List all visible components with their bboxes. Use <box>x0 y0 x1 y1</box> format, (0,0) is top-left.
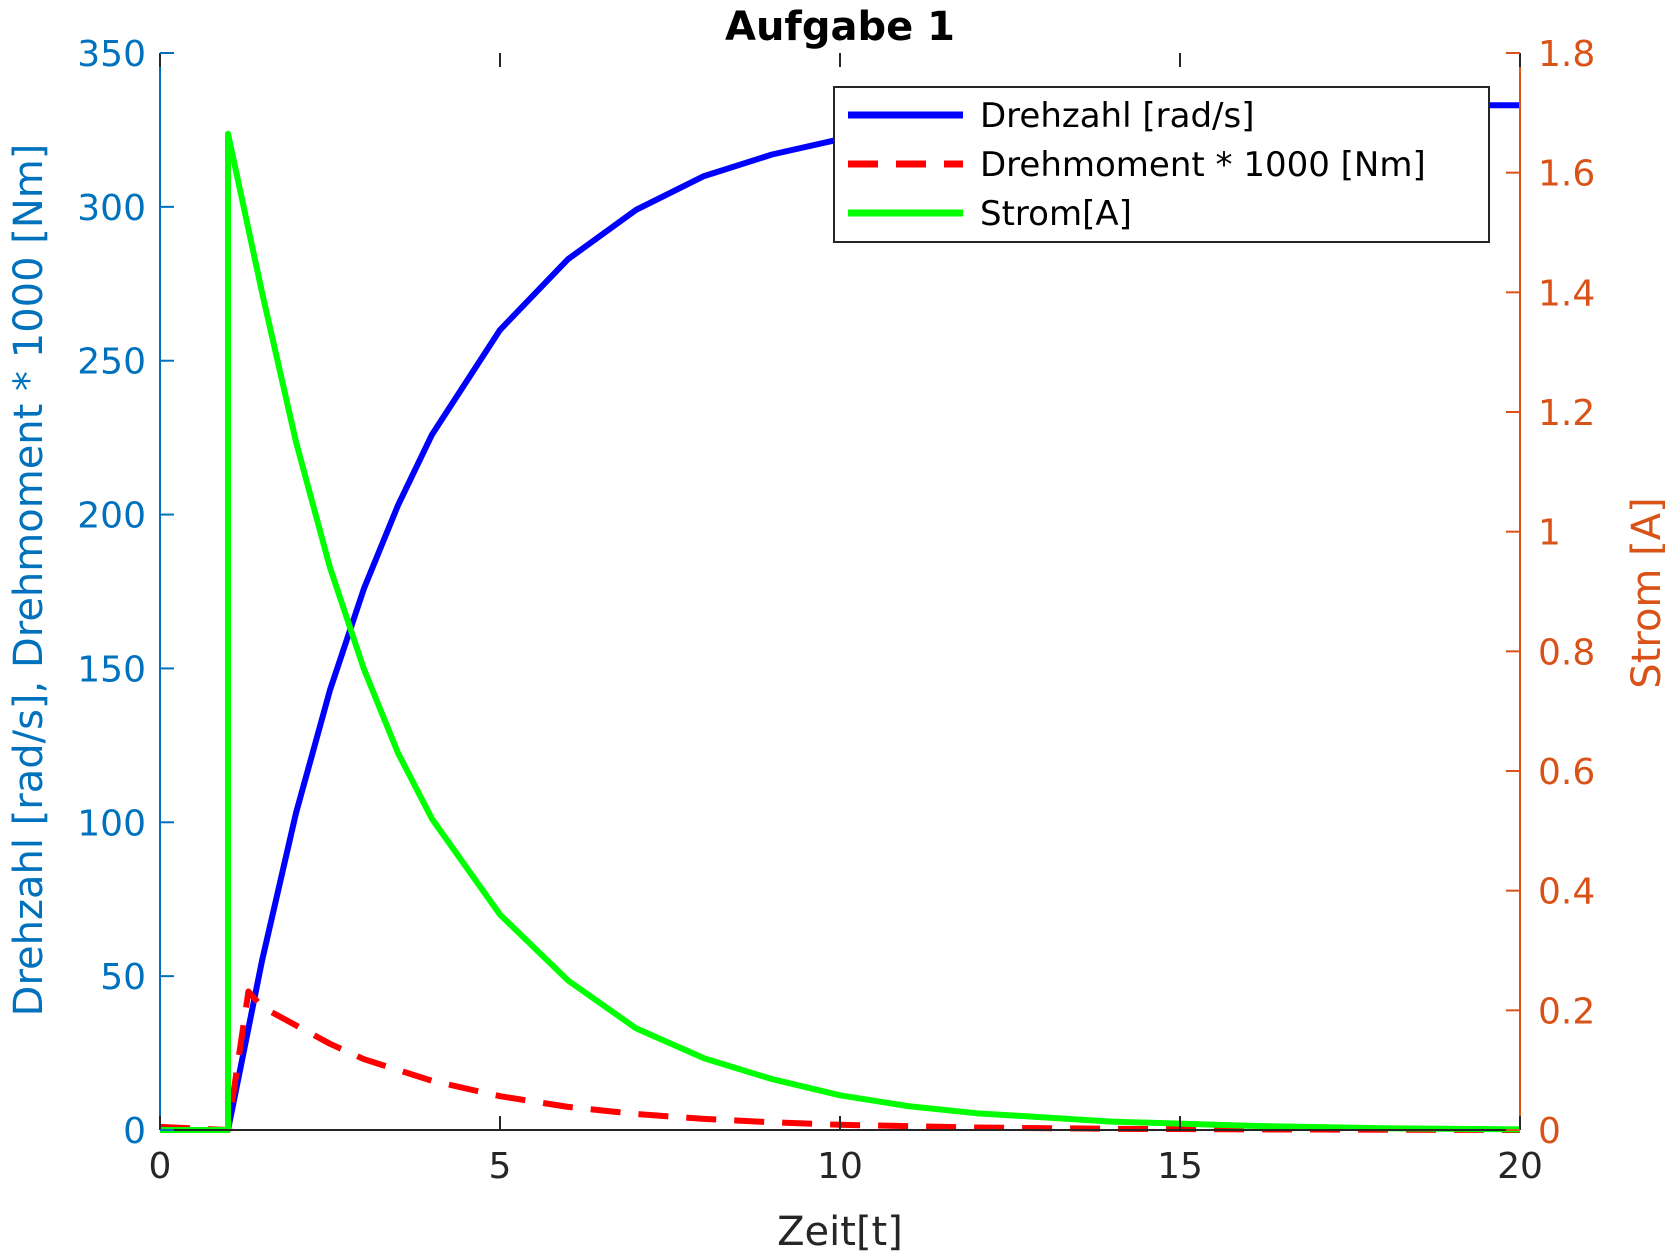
y-right-tick-label: 0 <box>1538 1111 1561 1152</box>
x-tick-label: 0 <box>149 1146 172 1187</box>
y-right-tick-label: 1.8 <box>1538 34 1595 75</box>
y-right-tick-label: 0.8 <box>1538 632 1595 673</box>
ticks-layer: 0 5 10 15 2005010015020025030035000.20.40.60… <box>77 34 1595 1187</box>
legend-label-strom-a: Strom[A] <box>980 194 1132 234</box>
y-right-tick-label: 0.6 <box>1538 752 1595 793</box>
y-right-tick-label: 0.4 <box>1538 872 1595 913</box>
x-tick-label: 5 <box>489 1146 512 1187</box>
y-right-tick-label: 1 <box>1538 513 1561 554</box>
y-left-tick-label: 300 <box>77 188 146 229</box>
y-left-tick-label: 350 <box>77 34 146 75</box>
legend: Drehzahl [rad/s] Drehmoment * 1000 [Nm] St… <box>833 86 1490 243</box>
chart-title: Aufgabe 1 <box>725 4 955 50</box>
legend-label-drehmoment-1000-nm: Drehmoment * 1000 [Nm] <box>980 145 1426 185</box>
x-tick-label: 15 <box>1157 1146 1203 1187</box>
legend-label-drehzahl-rad-s: Drehzahl [rad/s] <box>980 96 1254 136</box>
y-right-tick-label: 1.4 <box>1538 273 1595 314</box>
series-line-drehmoment-1000-nm <box>159 988 1521 1133</box>
y-axis-label-right: Strom [A] <box>1624 497 1665 688</box>
y-right-tick-label: 1.6 <box>1538 154 1595 195</box>
y-left-tick-label: 100 <box>77 803 146 844</box>
y-right-tick-label: 0.2 <box>1538 991 1595 1032</box>
y-left-tick-label: 200 <box>77 496 146 537</box>
x-axis-label: Zeit[t] <box>777 1209 903 1251</box>
y-axis-label-left: Drehzahl [rad/s], Drehmoment * 1000 [Nm] <box>6 144 52 1017</box>
y-right-tick-label: 1.2 <box>1538 393 1595 434</box>
legend-items: Drehzahl [rad/s] Drehmoment * 1000 [Nm] St… <box>848 96 1426 234</box>
x-tick-label: 10 <box>817 1146 863 1187</box>
x-tick-label: 20 <box>1497 1146 1543 1187</box>
y-left-tick-label: 0 <box>123 1111 146 1152</box>
y-left-tick-label: 250 <box>77 342 146 383</box>
y-left-tick-label: 50 <box>100 957 146 998</box>
y-left-tick-label: 150 <box>77 649 146 690</box>
series-line-strom-a <box>160 130 1521 1133</box>
